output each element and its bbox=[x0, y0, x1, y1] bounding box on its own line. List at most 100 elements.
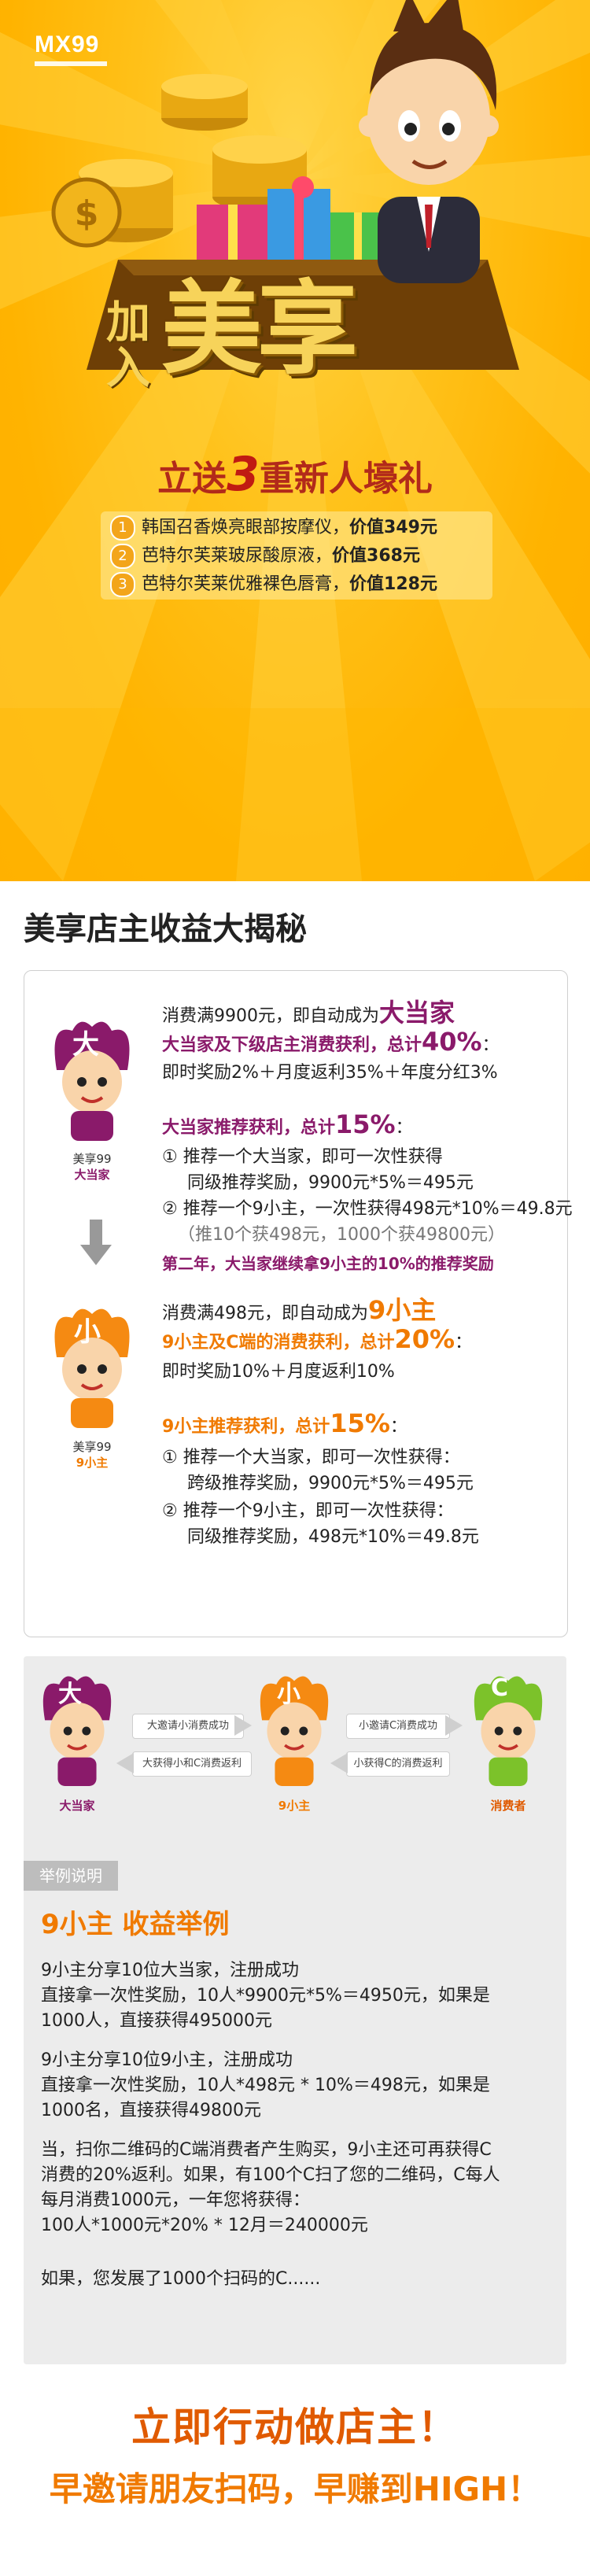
da-rec1a: ① 推荐一个大当家，即可一次性获得 bbox=[162, 1142, 443, 1168]
gold-coins-icon: $ bbox=[51, 74, 307, 248]
xiao-rec-title: 9小主推荐获利，总计15%： bbox=[162, 1408, 407, 1438]
xiao-rec-post: ： bbox=[389, 1417, 407, 1437]
gift-list-box bbox=[101, 511, 492, 600]
xiao-mascot-icon bbox=[54, 1308, 130, 1428]
example-p1-line: 1000人，直接获得495000元 bbox=[41, 2011, 272, 2031]
flow-label-invite-xiao: 大邀请小消费成功 bbox=[132, 1714, 244, 1739]
flow-c-mascot-icon bbox=[474, 1676, 543, 1786]
businessman-mascot-icon bbox=[359, 0, 499, 283]
gift-name: 韩国召香焕亮眼部按摩仪， bbox=[142, 518, 350, 537]
flow-c-caption: 消费者 bbox=[490, 1799, 526, 1813]
xiao-line2: 9小主及C端的消费获利，总计20%： bbox=[162, 1324, 472, 1354]
example-p2-line: 1000名，直接获得49800元 bbox=[41, 2101, 261, 2120]
da-line3: 即时奖励2%＋月度返利35%＋年度分红3% bbox=[162, 1063, 498, 1083]
flow-da-mascot-icon bbox=[42, 1676, 112, 1786]
example-title: 9小主 收益举例 bbox=[41, 1909, 230, 1940]
da-second-year: 第二年，大当家继续拿9小主的10%的推荐奖励 bbox=[162, 1254, 494, 1273]
da-line2-em: 40% bbox=[422, 1027, 482, 1057]
xiao-line3: 即时奖励10%＋月度返利10% bbox=[162, 1362, 395, 1382]
hero-title-meixiang: 美享 bbox=[161, 271, 358, 388]
flow-xiao-badge: 小 bbox=[277, 1681, 301, 1708]
gift-name: 芭特尔芙莱优雅裸色唇膏， bbox=[142, 574, 350, 594]
gift-boxes-icon bbox=[197, 176, 385, 268]
section-title: 美享店主收益大揭秘 bbox=[24, 911, 307, 947]
xiao-line2-em: 20% bbox=[394, 1324, 455, 1354]
flow-label-xiao-rebate: 小获得C的消费返利 bbox=[346, 1751, 450, 1777]
gift-item: 3 芭特尔芙莱优雅裸色唇膏，价值128元 bbox=[110, 570, 437, 598]
flow-label-da-rebate: 大获得小和C消费返利 bbox=[132, 1751, 252, 1777]
xiao-badge: 小 bbox=[74, 1316, 101, 1348]
xiao-rec1a-text: 推荐一个大当家，即可一次性获得： bbox=[183, 1448, 460, 1467]
gift-value: 价值349元 bbox=[349, 518, 437, 537]
da-line1: 消费满9900元，即自动成为大当家 bbox=[162, 993, 455, 1029]
cta-headline: 立即行动做店主！ bbox=[131, 2404, 459, 2450]
da-rec-text: 大当家推荐获利，总计 bbox=[162, 1118, 336, 1138]
example-p1-line: 9小主分享10位大当家，注册成功 bbox=[41, 1961, 299, 1980]
gift-prefix: 立送 bbox=[157, 459, 227, 499]
gift-number-badge: 3 bbox=[110, 572, 135, 597]
example-p2-line: 9小主分享10位9小主，注册成功 bbox=[41, 2050, 293, 2070]
xiao-rec2b: 同级推荐奖励，498元*10%＝49.8元 bbox=[187, 1527, 479, 1547]
xiao-line1: 消费满498元，即自动成为9小主 bbox=[162, 1290, 436, 1327]
flow-xiao-caption: 9小主 bbox=[278, 1799, 311, 1813]
hero-title-join: 加入 bbox=[106, 297, 150, 394]
example-p1-line: 直接拿一次性奖励，10人*9900元*5%＝4950元，如果是 bbox=[41, 1986, 490, 2006]
arrow-down-icon bbox=[80, 1220, 112, 1265]
gift-item: 1 韩国召香焕亮眼部按摩仪，价值349元 bbox=[110, 513, 437, 541]
da-rec1a-text: 推荐一个大当家，即可一次性获得 bbox=[183, 1147, 443, 1167]
arrow-right-icon bbox=[234, 1715, 252, 1736]
flow-da-caption: 大当家 bbox=[59, 1799, 95, 1813]
gift-name: 芭特尔芙莱玻尿酸原液， bbox=[142, 546, 333, 566]
marker-two: ② bbox=[162, 1199, 178, 1219]
flow-label-invite-c: 小邀请C消费成功 bbox=[346, 1714, 450, 1739]
da-rec-em: 15% bbox=[335, 1109, 396, 1139]
example-tag: 举例说明 bbox=[24, 1861, 118, 1891]
gift-headline: 立送3重新人壕礼 bbox=[0, 447, 590, 502]
xiao-rec-em: 15% bbox=[330, 1408, 390, 1438]
example-p3-line: 100人*1000元*20% * 12月＝240000元 bbox=[41, 2216, 368, 2235]
da-line1-text: 消费满9900元，即自动成为 bbox=[162, 1006, 379, 1026]
arrow-left-icon bbox=[330, 1753, 348, 1773]
gift-number-badge: 1 bbox=[110, 515, 135, 541]
da-caption-bottom: 大当家 bbox=[74, 1168, 110, 1182]
gift-number-badge: 2 bbox=[110, 544, 135, 569]
marker-one: ① bbox=[162, 1147, 178, 1167]
xiao-rec-text: 9小主推荐获利，总计 bbox=[162, 1417, 330, 1437]
da-rec2a: ② 推荐一个9小主，一次性获得498元*10%＝49.8元 bbox=[162, 1194, 573, 1220]
xiao-rec1a: ① 推荐一个大当家，即可一次性获得： bbox=[162, 1443, 460, 1468]
da-rec2b: （推10个获498元，1000个获49800元） bbox=[178, 1225, 505, 1245]
xiao-rec2a: ② 推荐一个9小主，即可一次性获得： bbox=[162, 1497, 454, 1522]
da-caption-top: 美享99 bbox=[72, 1152, 112, 1166]
da-rec-post: ： bbox=[395, 1118, 413, 1138]
marker-two: ② bbox=[162, 1501, 178, 1521]
marker-one: ① bbox=[162, 1448, 178, 1467]
xiao-caption-bottom: 9小主 bbox=[76, 1456, 109, 1470]
xiao-rec1b: 跨级推荐奖励，9900元*5%＝495元 bbox=[187, 1474, 474, 1493]
svg-text:$: $ bbox=[75, 194, 99, 234]
arrow-left-icon bbox=[116, 1753, 134, 1773]
da-line2-post: ： bbox=[481, 1035, 500, 1055]
cta-subline: 早邀请朋友扫码，早赚到HIGH！ bbox=[49, 2470, 541, 2508]
xiao-line1-em: 9小主 bbox=[368, 1295, 437, 1325]
gift-count: 3 bbox=[227, 447, 260, 502]
flow-da-badge: 大 bbox=[58, 1681, 82, 1708]
example-p2-line: 直接拿一次性奖励，10人*498元 * 10%＝498元，如果是 bbox=[41, 2076, 490, 2095]
xiao-line1-text: 消费满498元，即自动成为 bbox=[162, 1304, 368, 1323]
gift-value: 价值368元 bbox=[332, 546, 420, 566]
da-rec-title: 大当家推荐获利，总计15%： bbox=[162, 1109, 413, 1139]
da-badge: 大 bbox=[72, 1029, 99, 1061]
xiao-caption-top: 美享99 bbox=[72, 1440, 112, 1454]
hero-banner: MX99 $ bbox=[0, 0, 590, 881]
arrow-right-icon bbox=[445, 1715, 463, 1736]
example-p3-line: 消费的20%返利。如果，有100个C扫了您的二维码，C每人 bbox=[41, 2165, 500, 2185]
brand-logo[interactable]: MX99 bbox=[35, 31, 100, 57]
da-line1-em: 大当家 bbox=[379, 998, 455, 1028]
da-mascot-icon bbox=[54, 1021, 130, 1141]
da-line2-text: 大当家及下级店主消费获利，总计 bbox=[162, 1035, 422, 1055]
da-line2: 大当家及下级店主消费获利，总计40%： bbox=[162, 1027, 500, 1057]
gift-value: 价值128元 bbox=[349, 574, 437, 594]
flow-c-badge: C bbox=[491, 1674, 509, 1702]
hero-illustration: $ bbox=[51, 0, 519, 370]
brand-logo-underline bbox=[35, 61, 107, 66]
